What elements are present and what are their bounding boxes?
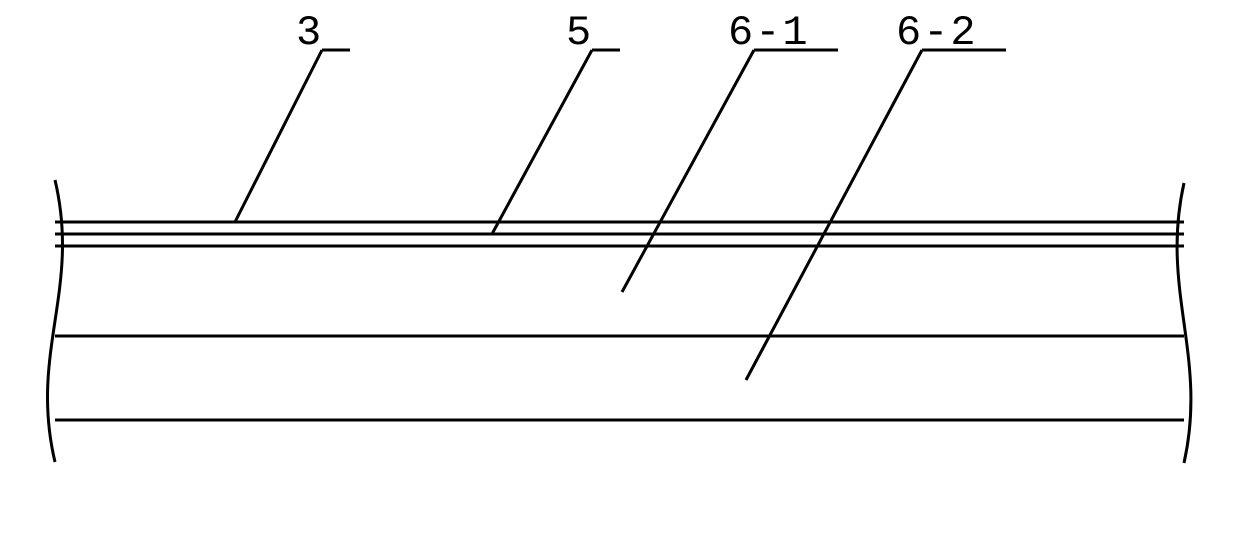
label-leader-6-2 (746, 50, 922, 380)
label-leader-6-1 (622, 50, 754, 292)
label-text-3: 3 (296, 9, 323, 57)
label-leader-3 (235, 50, 322, 222)
label-leader-5 (492, 50, 592, 234)
label-text-6-1: 6-1 (728, 9, 810, 57)
technical-diagram: 3 5 6-1 6-2 (0, 0, 1240, 534)
label-text-5: 5 (566, 9, 593, 57)
label-text-6-2: 6-2 (896, 9, 978, 57)
